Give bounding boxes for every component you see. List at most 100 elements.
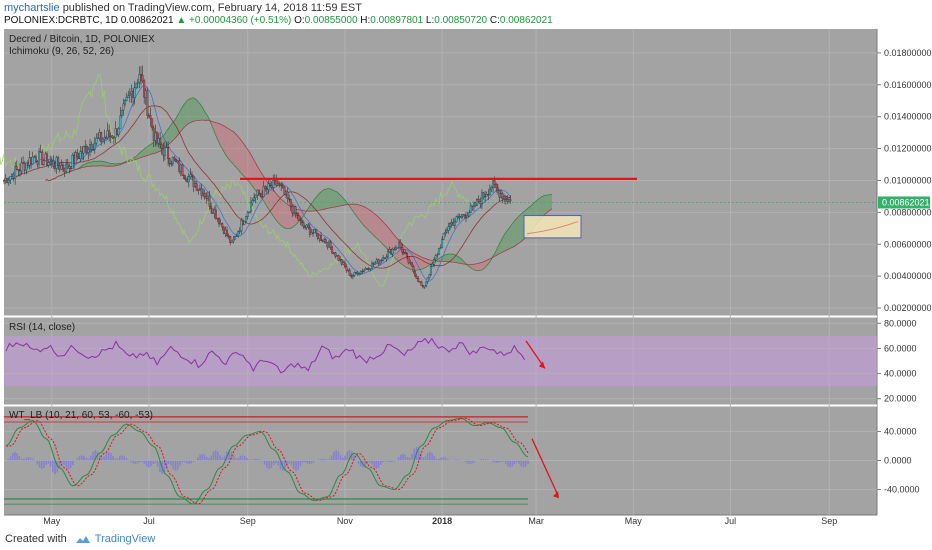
candle [404,252,407,254]
candle [337,255,340,261]
open-label: O: [294,15,305,26]
candle [234,236,236,240]
candle [461,214,464,217]
candle [68,166,71,169]
author-link[interactable]: mychartslie [4,2,60,14]
symbol-label: POLONIEX:DCRBTC, 1D [4,15,118,26]
candle [224,229,227,234]
cloud-segment [478,262,481,271]
cloud-segment [230,129,232,163]
low-label: L: [425,15,435,26]
cloud-segment [378,217,380,242]
candle [264,186,267,189]
candle [191,174,193,177]
candle [109,135,112,137]
candle [273,180,276,182]
x-tick-label: Sep [821,516,837,526]
x-tick-label: Mar [528,516,544,526]
candle [312,232,315,234]
x-tick-label: Jul [725,516,737,526]
candle [157,138,160,144]
candle [431,264,434,267]
ichimoku-label: Ichimoku (9, 26, 52, 26) [9,46,114,57]
candle [30,157,33,165]
candle [245,216,248,222]
candle [105,137,107,139]
cloud-segment [102,161,105,167]
cloud-segment [340,194,342,206]
cloud-segment [520,213,522,243]
cloud-segment [150,143,153,155]
candle [433,259,436,265]
cloud-segment [96,161,98,167]
candle [38,151,40,165]
candle [149,115,152,119]
candle [441,239,444,248]
candle [87,149,90,153]
candle [393,248,396,251]
cloud-segment [327,188,329,209]
candle [310,232,313,235]
change-value: +0.00004360 (+0.51%) [189,15,292,26]
candle [383,257,386,260]
x-tick-label: Nov [337,516,354,526]
candle [194,183,197,187]
cloud-segment [278,195,280,225]
candle [240,220,243,232]
cloud-segment [191,97,194,122]
candle [39,151,42,153]
rsi-pane-title: RSI (14, close) [9,322,75,333]
candle [331,247,334,254]
chart-area[interactable]: May Jul Sep Nov 2018 Mar May Jul Sep 0.01800000 0.… [0,29,932,528]
candle [238,230,241,232]
candle [46,153,48,166]
tradingview-brand[interactable]: TradingView [94,533,156,545]
candle [210,206,213,209]
cloud-segment [105,162,108,167]
candle [415,276,418,279]
cloud-segment [172,120,175,141]
candle [242,220,244,225]
candle [154,132,157,141]
cloud-segment [368,209,371,233]
candle [226,229,228,236]
cloud-segment [381,220,384,245]
cloud-segment [322,189,325,210]
cloud-segment [287,204,290,229]
cloud-segment [289,205,291,229]
candle [18,170,21,172]
candle [74,152,77,164]
candle [22,162,25,164]
candle [300,219,303,223]
candle [425,281,428,287]
candle [396,247,399,249]
candle [388,249,391,252]
cloud-segment [496,247,498,256]
cloud-segment [184,102,186,128]
cloud-segment [274,191,277,221]
cloud-segment [518,215,521,244]
candle [286,191,289,199]
cloud-segment [174,118,177,139]
candle [329,241,332,248]
cloud-segment [193,97,196,122]
candle [453,221,456,226]
candle [221,223,224,228]
cloud-segment [199,103,202,121]
cloud-segment [448,253,451,262]
candle [380,259,383,262]
candle [98,132,101,139]
cloud-segment [547,194,549,213]
cloud-segment [282,200,285,228]
candle [179,164,182,172]
candle [339,259,342,261]
candle [33,156,36,158]
cloud-segment [145,146,148,156]
candle [90,144,93,150]
candle [487,194,490,196]
candle [54,166,56,169]
cloud-segment [271,187,274,217]
projection-path [526,221,579,235]
candle [187,176,190,183]
candle [101,139,104,142]
